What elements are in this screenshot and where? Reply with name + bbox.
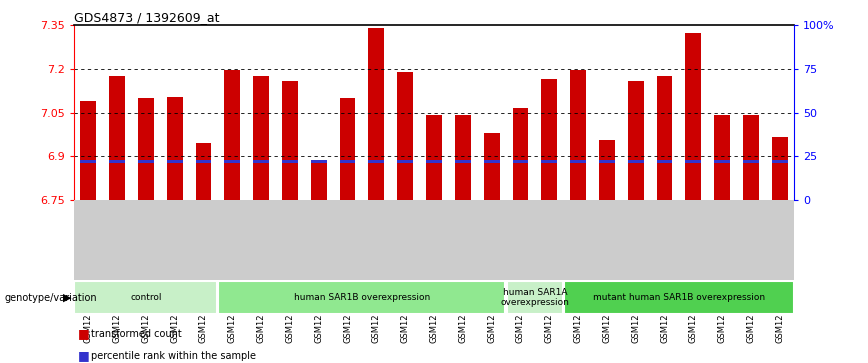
Bar (253, 160, 269, 163)
Bar (686, 33, 701, 200)
Bar (311, 163, 326, 200)
Text: human SAR1A
overexpression: human SAR1A overexpression (501, 288, 569, 307)
Bar (138, 98, 154, 200)
Bar (570, 160, 586, 163)
Bar (398, 160, 413, 163)
Bar (542, 160, 557, 163)
Bar (282, 160, 298, 163)
Bar (455, 115, 470, 200)
Bar (599, 160, 615, 163)
Bar (426, 115, 442, 200)
Text: percentile rank within the sample: percentile rank within the sample (91, 351, 256, 361)
Bar (368, 160, 385, 163)
Bar (743, 160, 759, 163)
Bar (195, 143, 212, 200)
Bar (253, 76, 269, 200)
Bar (195, 160, 212, 163)
Bar (80, 101, 96, 200)
Bar (368, 28, 385, 200)
Bar (656, 76, 673, 200)
Bar (75, 281, 217, 314)
Bar (686, 160, 701, 163)
Bar (311, 160, 326, 163)
Bar (628, 81, 644, 200)
Bar (339, 98, 356, 200)
Bar (219, 281, 505, 314)
Bar (772, 137, 788, 200)
Bar (599, 140, 615, 200)
Bar (714, 160, 730, 163)
Bar (80, 160, 96, 163)
Bar (656, 160, 673, 163)
Bar (224, 160, 240, 163)
Text: ▶: ▶ (63, 293, 72, 303)
Bar (570, 70, 586, 200)
Text: control: control (130, 293, 161, 302)
Bar (398, 72, 413, 200)
Bar (772, 160, 788, 163)
Text: ■: ■ (78, 349, 90, 362)
Bar (167, 160, 182, 163)
Text: GDS4873 / 1392609_at: GDS4873 / 1392609_at (74, 11, 220, 24)
Bar (224, 70, 240, 200)
Text: mutant human SAR1B overexpression: mutant human SAR1B overexpression (593, 293, 765, 302)
Bar (339, 160, 356, 163)
Text: transformed count: transformed count (91, 329, 182, 339)
Bar (138, 160, 154, 163)
Bar (282, 81, 298, 200)
Bar (167, 97, 182, 200)
Bar (426, 160, 442, 163)
Bar (483, 133, 500, 200)
Bar (564, 281, 793, 314)
Bar (542, 79, 557, 200)
Bar (109, 160, 125, 163)
Bar (109, 76, 125, 200)
Bar (714, 115, 730, 200)
Bar (507, 281, 563, 314)
Text: genotype/variation: genotype/variation (4, 293, 97, 303)
Text: ■: ■ (78, 327, 90, 340)
Bar (455, 160, 470, 163)
Bar (628, 160, 644, 163)
Bar (512, 160, 529, 163)
Bar (743, 115, 759, 200)
Bar (512, 108, 529, 200)
Bar (483, 160, 500, 163)
Text: human SAR1B overexpression: human SAR1B overexpression (294, 293, 430, 302)
